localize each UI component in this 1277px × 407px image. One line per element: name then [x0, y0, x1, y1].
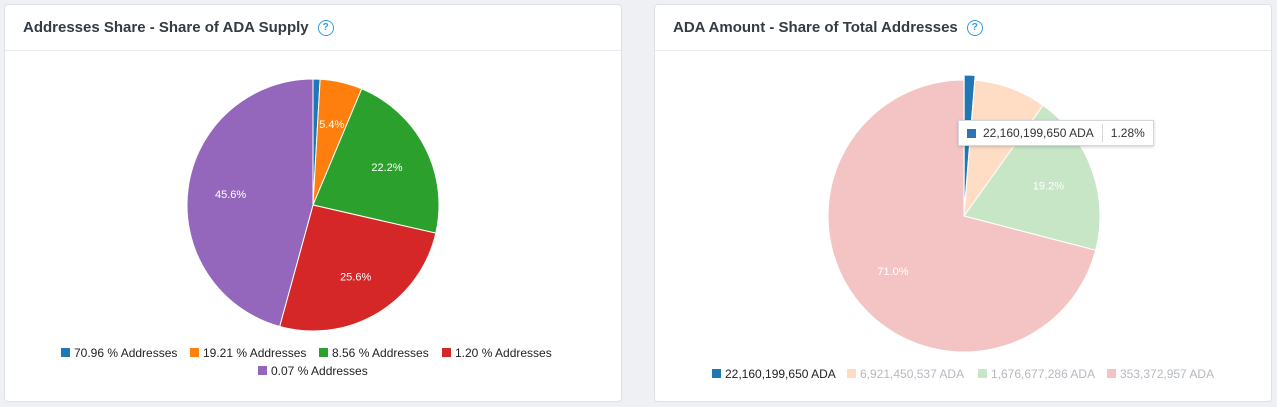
legend-swatch	[712, 369, 721, 378]
legend-swatch	[442, 348, 451, 357]
legend-swatch	[61, 348, 70, 357]
tooltip-value: 1.28%	[1110, 126, 1145, 140]
slice-label: 19.2%	[1033, 180, 1064, 192]
slice-label: 71.0%	[877, 266, 908, 278]
tooltip-swatch	[967, 128, 976, 138]
legend-swatch	[1107, 369, 1116, 378]
pie-slice[interactable]	[827, 79, 1097, 353]
legend-item[interactable]: 19.21 % Addresses	[190, 346, 306, 360]
legend-item[interactable]: 70.96 % Addresses	[61, 346, 177, 360]
legend-swatch	[319, 348, 328, 357]
panel-title: Addresses Share - Share of ADA Supply	[23, 19, 309, 36]
panel-header: Addresses Share - Share of ADA Supply ?	[5, 5, 621, 51]
legend-swatch	[190, 348, 199, 357]
question-circle-icon[interactable]: ?	[966, 19, 983, 36]
legend-item[interactable]: 22,160,199,650 ADA	[712, 367, 836, 381]
panel-title: ADA Amount - Share of Total Addresses	[673, 19, 958, 36]
slice-label: 22.2%	[371, 162, 402, 174]
legend-swatch	[978, 369, 987, 378]
legend-label: 6,921,450,537 ADA	[860, 367, 964, 381]
panel-header: ADA Amount - Share of Total Addresses ?	[655, 5, 1271, 51]
legend-item[interactable]: 6,921,450,537 ADA	[847, 367, 964, 381]
slice-label: 25.6%	[340, 271, 371, 283]
pie-chart-addresses-share: 5.4% 22.2% 25.6% 45.6% 70.96 % Addresses 19.2…	[61, 78, 552, 378]
question-circle-icon[interactable]: ?	[317, 19, 334, 36]
panel-ada-amount: ADA Amount - Share of Total Addresses ? …	[654, 4, 1272, 402]
slice-label: 5.4%	[319, 119, 344, 131]
pie-chart-ada-amount: 8.6%19.2%71.0%22,160,199,650 ADA6,921,45…	[712, 74, 1214, 381]
legend-item[interactable]: 353,372,957 ADA	[1107, 367, 1214, 381]
legend-label: 0.07 % Addresses	[271, 364, 368, 378]
pie-slice[interactable]	[279, 204, 437, 332]
pie-slice[interactable]	[312, 88, 440, 234]
legend-swatch	[258, 366, 267, 375]
legend-label: 8.56 % Addresses	[332, 346, 429, 360]
legend-label: 1.20 % Addresses	[455, 346, 552, 360]
legend-item[interactable]: 0.07 % Addresses	[258, 364, 368, 378]
pie-slice[interactable]	[186, 78, 314, 328]
legend-label: 70.96 % Addresses	[74, 346, 177, 360]
legend-label: 19.21 % Addresses	[203, 346, 306, 360]
slice-label: 45.6%	[215, 189, 246, 201]
legend-item[interactable]: 8.56 % Addresses	[319, 346, 429, 360]
legend-label: 1,676,677,286 ADA	[991, 367, 1095, 381]
tooltip-divider	[1101, 124, 1103, 142]
legend-item[interactable]: 1.20 % Addresses	[442, 346, 552, 360]
legend-label: 353,372,957 ADA	[1120, 367, 1214, 381]
legend-label: 22,160,199,650 ADA	[725, 367, 836, 381]
panel-addresses-share: Addresses Share - Share of ADA Supply ? …	[4, 4, 622, 402]
legend-swatch	[847, 369, 856, 378]
chart-tooltip: 22,160,199,650 ADA 1.28%	[958, 120, 1154, 146]
tooltip-label: 22,160,199,650 ADA	[983, 126, 1094, 140]
legend-item[interactable]: 1,676,677,286 ADA	[978, 367, 1095, 381]
